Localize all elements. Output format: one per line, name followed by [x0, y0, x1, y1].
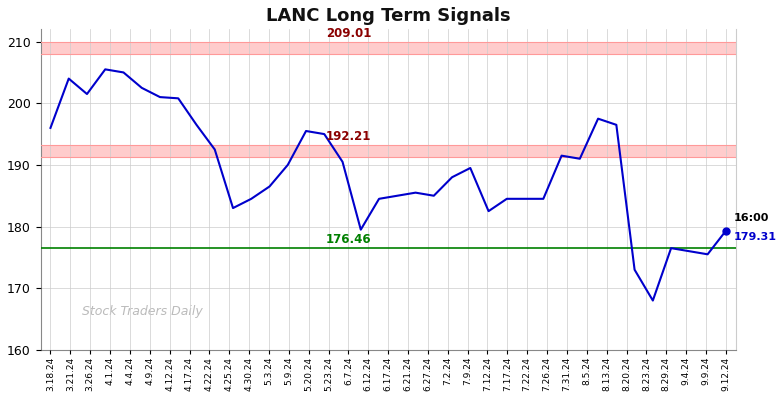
- Text: 209.01: 209.01: [325, 27, 371, 40]
- Bar: [41, 41, 736, 54]
- Text: 16:00: 16:00: [734, 213, 769, 223]
- Text: Stock Traders Daily: Stock Traders Daily: [82, 305, 203, 318]
- Title: LANC Long Term Signals: LANC Long Term Signals: [266, 7, 510, 25]
- Text: 176.46: 176.46: [325, 233, 372, 246]
- Text: 192.21: 192.21: [325, 130, 371, 143]
- Bar: [41, 145, 736, 158]
- Text: 179.31: 179.31: [734, 232, 777, 242]
